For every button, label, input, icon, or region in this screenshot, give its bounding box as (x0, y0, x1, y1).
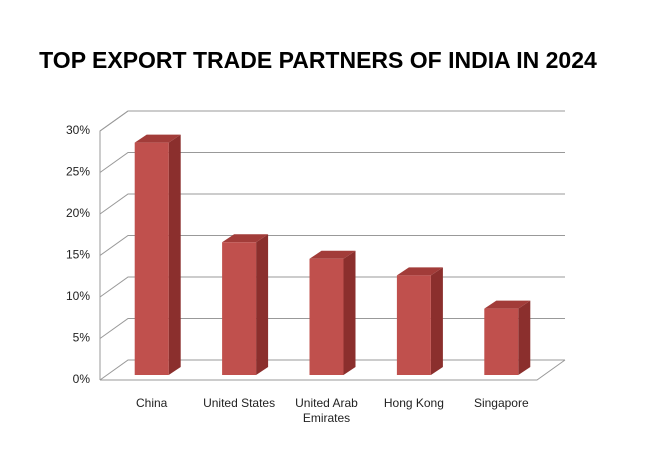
y-tick-label: 25% (66, 165, 90, 179)
grid-line (99, 110, 565, 132)
y-tick-label: 0% (73, 372, 91, 386)
bar-front (309, 258, 344, 375)
floor (100, 359, 566, 381)
bar-top (309, 250, 356, 259)
bar-side (430, 267, 443, 375)
y-tick-label: 10% (66, 289, 90, 303)
bar-top (222, 234, 269, 243)
x-tick-label: United States (203, 396, 276, 410)
bar (396, 267, 443, 375)
grid-line (99, 152, 565, 173)
bar-front (222, 242, 257, 375)
bar-top (134, 134, 181, 143)
x-tick-label: United Arab Emirates (295, 396, 358, 425)
bar-front (134, 142, 169, 375)
grid-line (99, 235, 565, 256)
chart-title: TOP EXPORT TRADE PARTNERS OF INDIA IN 20… (39, 47, 597, 73)
bar-front (396, 275, 431, 375)
bar (484, 300, 531, 375)
y-tick-label: 15% (66, 248, 90, 262)
y-tick-label: 30% (66, 123, 90, 137)
bar-side (256, 234, 269, 375)
bar (309, 250, 356, 375)
y-tick-label: 5% (73, 331, 91, 345)
bar (134, 134, 181, 375)
x-tick-label: China (136, 396, 168, 410)
bar-side (518, 300, 531, 375)
bar-top (396, 267, 443, 276)
bar-front (484, 308, 519, 375)
bar (222, 234, 269, 375)
y-tick-label: 20% (66, 206, 90, 220)
grid-line (99, 193, 565, 215)
bar-side (343, 250, 356, 375)
bar-side (168, 134, 181, 375)
x-tick-label: Singapore (473, 396, 529, 410)
bar-top (484, 300, 531, 309)
x-tick-label: Hong Kong (383, 396, 444, 410)
